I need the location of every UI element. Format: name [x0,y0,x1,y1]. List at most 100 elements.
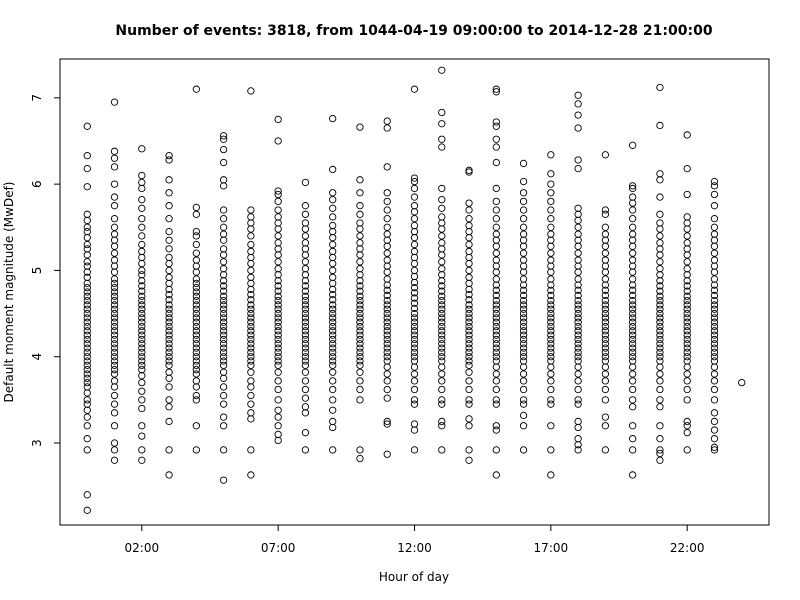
data-point [165,357,173,365]
data-point [656,340,664,348]
data-point [601,413,610,421]
data-point [301,271,310,279]
data-point [383,420,391,428]
data-point [710,309,719,318]
data-point [110,236,119,244]
data-point [629,335,637,344]
data-point [492,268,500,276]
data-point [656,449,664,458]
data-point [110,147,119,155]
data-point [329,301,337,309]
data-point [710,396,719,404]
data-point [356,446,364,454]
data-point [247,446,255,454]
data-point [83,353,91,361]
data-point [547,348,555,357]
data-point [301,178,310,187]
data-point [83,251,91,259]
data-point [138,305,146,313]
data-point [247,331,255,339]
data-point [274,251,282,259]
data-point [301,385,310,394]
data-point [574,296,582,305]
data-point [656,239,664,247]
data-point [574,309,582,318]
data-point [165,279,173,288]
data-point [683,422,691,430]
data-point [683,213,691,221]
data-point [329,368,337,376]
data-point [465,361,473,370]
data-point [574,318,582,326]
data-point [138,446,146,454]
data-point [274,258,282,266]
data-point [192,344,200,352]
data-point [465,199,473,207]
data-point [519,236,528,244]
data-point [383,348,391,357]
data-point [301,314,310,322]
data-point [438,239,446,247]
data-point [492,357,500,365]
data-point [383,230,391,238]
data-point [410,344,419,352]
data-point [629,193,637,201]
data-point [247,368,255,376]
data-point [683,417,691,426]
data-point [383,363,391,371]
data-point [410,318,419,326]
data-point [547,353,555,361]
data-point [219,446,228,454]
data-point [629,471,637,479]
data-point [410,247,419,256]
data-point [247,225,255,233]
data-point [383,377,391,385]
data-point [438,309,446,318]
data-point [383,394,391,402]
data-point [329,240,337,249]
data-point [492,184,500,193]
data-point [274,322,282,331]
data-point [247,344,255,352]
data-point [219,348,228,357]
data-point [574,400,582,408]
data-point [656,292,664,300]
data-point [192,377,200,385]
data-point [710,268,719,276]
data-point [438,385,446,394]
data-point [438,108,446,117]
data-point [110,335,119,344]
data-point [301,282,310,290]
data-point [138,214,146,223]
data-point [274,232,282,240]
data-point [629,403,637,411]
data-point [83,506,91,514]
data-point [301,368,310,376]
data-point [710,177,719,186]
data-point [274,287,282,295]
data-point [547,286,555,294]
data-point [492,158,500,167]
data-point [192,348,200,357]
data-point [629,353,637,361]
data-point [656,422,664,430]
data-point [629,223,637,231]
data-point [138,277,146,285]
data-point [110,223,119,231]
data-point [519,291,528,300]
data-point [329,361,337,370]
data-point [329,213,337,221]
data-point [301,309,310,318]
data-point [110,409,119,417]
data-point [410,272,419,281]
data-point [410,385,419,394]
data-point [83,279,91,288]
data-point [710,275,719,283]
data-point [438,282,446,290]
data-point [274,361,282,370]
data-point [519,281,528,289]
data-point [656,335,664,344]
data-point [465,327,473,335]
data-point [438,318,446,326]
data-point [710,242,719,250]
